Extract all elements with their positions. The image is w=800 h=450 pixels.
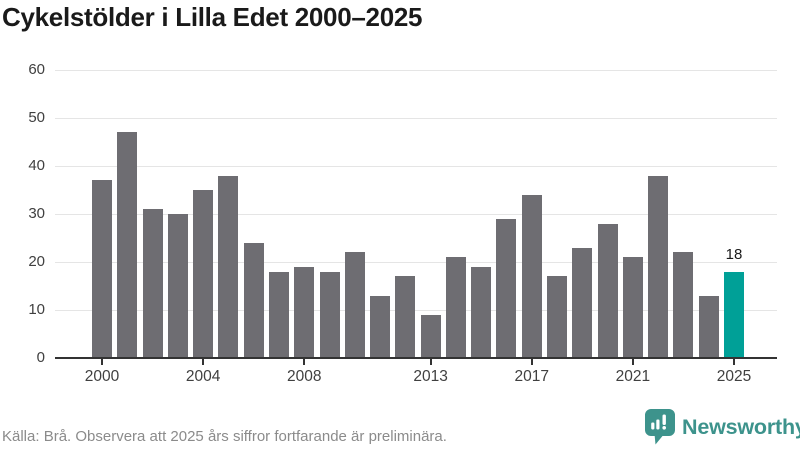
x-tick-2017 <box>530 359 533 365</box>
y-tick-label-60: 60 <box>28 61 45 78</box>
x-tick-2013 <box>429 359 432 365</box>
x-tick-2008 <box>303 359 306 365</box>
gridline-30 <box>55 214 777 215</box>
bar-2000 <box>92 180 112 358</box>
bar-2023 <box>673 252 694 358</box>
x-tick-label-2004: 2004 <box>185 368 221 385</box>
x-tick-label-2025: 2025 <box>716 368 752 385</box>
bar-2013 <box>420 314 441 358</box>
bar-2003 <box>167 214 188 358</box>
bar-2024 <box>698 295 719 358</box>
gridline-60 <box>55 70 777 71</box>
bar-2020 <box>597 223 618 358</box>
highlight-value-label: 18 <box>725 245 743 263</box>
newsworthy-logo: Newsworthy <box>645 409 800 445</box>
bar-2008 <box>294 266 315 358</box>
y-tick-label-10: 10 <box>28 301 45 318</box>
chart-title: Cykelstölder i Lilla Edet 2000–2025 <box>2 2 423 32</box>
bar-2007 <box>268 271 289 358</box>
bar-2001 <box>117 132 138 358</box>
x-tick-label-2017: 2017 <box>514 368 549 385</box>
bar-2010 <box>344 252 365 358</box>
x-tick-2000 <box>101 359 103 365</box>
bar-2004 <box>193 190 214 358</box>
bar-2018 <box>547 276 568 358</box>
y-tick-label-30: 30 <box>28 205 45 222</box>
x-tick-2004 <box>202 359 205 365</box>
bar-2011 <box>370 295 391 358</box>
bar-2012 <box>395 276 416 358</box>
x-tick-label-2021: 2021 <box>615 368 651 385</box>
bar-2021 <box>622 257 643 358</box>
bar-2025 <box>724 271 744 358</box>
bar-2015 <box>471 266 492 358</box>
bar-2016 <box>496 218 517 358</box>
gridline-50 <box>55 118 777 119</box>
y-tick-label-0: 0 <box>36 349 45 366</box>
x-tick-label-2000: 2000 <box>84 368 120 385</box>
bar-2014 <box>445 257 466 358</box>
x-axis-line <box>55 357 777 359</box>
y-tick-label-20: 20 <box>28 253 45 270</box>
bar-2005 <box>218 175 239 358</box>
x-tick-2025 <box>733 359 735 365</box>
y-tick-label-40: 40 <box>28 157 45 174</box>
bar-2009 <box>319 271 340 358</box>
x-tick-label-2013: 2013 <box>413 368 448 385</box>
newsworthy-logo-icon <box>645 409 675 445</box>
y-tick-label-50: 50 <box>28 109 45 126</box>
x-tick-label-2008: 2008 <box>286 368 322 385</box>
bar-2017 <box>521 194 542 358</box>
source-note: Källa: Brå. Observera att 2025 års siffr… <box>2 428 447 445</box>
gridline-10 <box>55 310 777 311</box>
bar-2006 <box>243 242 264 358</box>
bar-2002 <box>142 209 163 358</box>
x-tick-2021 <box>631 359 634 365</box>
gridline-40 <box>55 166 777 167</box>
gridline-20 <box>55 262 777 263</box>
newsworthy-wordmark: Newsworthy <box>682 414 800 439</box>
bar-2022 <box>648 175 669 358</box>
bar-2019 <box>572 247 593 358</box>
